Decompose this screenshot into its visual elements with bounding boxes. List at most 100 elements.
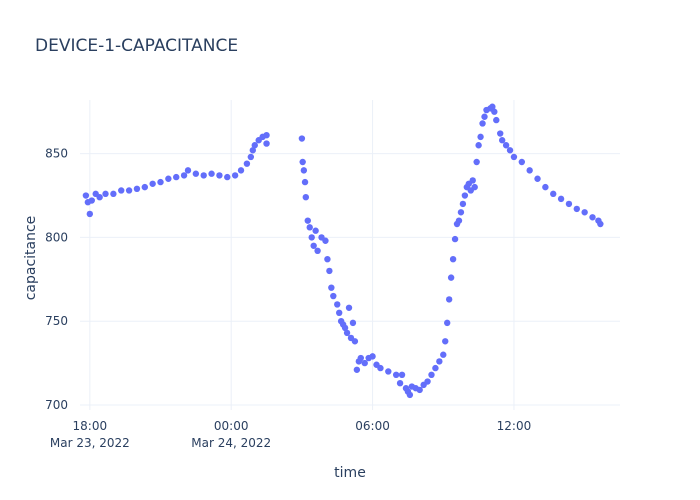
points-layer xyxy=(82,103,604,399)
data-point xyxy=(471,183,478,191)
y-axis-label: capacitance xyxy=(23,216,39,301)
data-point xyxy=(247,153,255,161)
data-point xyxy=(461,192,469,199)
data-point xyxy=(314,247,321,255)
data-point xyxy=(573,205,580,213)
data-point xyxy=(557,195,565,203)
x-tick-label: 06:00 xyxy=(355,419,390,433)
data-point xyxy=(396,379,404,387)
data-point xyxy=(157,178,164,186)
data-point xyxy=(224,173,231,181)
data-point xyxy=(237,167,245,174)
data-point xyxy=(442,338,449,345)
data-point xyxy=(192,170,200,177)
data-point xyxy=(497,130,504,137)
data-point xyxy=(322,237,329,244)
data-point xyxy=(550,190,557,198)
data-point xyxy=(141,183,148,191)
data-point xyxy=(526,167,533,174)
data-point xyxy=(361,359,368,367)
data-point xyxy=(542,183,549,191)
data-point xyxy=(299,158,306,166)
data-point xyxy=(343,329,351,337)
data-point xyxy=(96,193,103,201)
data-point xyxy=(149,180,156,187)
data-point xyxy=(469,177,476,184)
data-point xyxy=(125,187,133,194)
data-point xyxy=(330,292,337,300)
data-point xyxy=(502,142,510,149)
data-point xyxy=(173,173,180,181)
data-point xyxy=(349,319,357,327)
data-point xyxy=(86,210,94,218)
data-point xyxy=(597,220,604,228)
data-point xyxy=(341,324,349,332)
data-point xyxy=(251,142,258,149)
data-point xyxy=(351,338,359,345)
x-tick-label: 00:00 xyxy=(214,419,249,433)
data-point xyxy=(216,172,223,179)
data-point xyxy=(506,147,514,154)
data-point xyxy=(392,371,400,379)
data-point xyxy=(165,175,172,182)
data-point xyxy=(334,301,341,308)
y-tick-label: 850 xyxy=(45,147,68,161)
data-point xyxy=(88,197,95,204)
data-point xyxy=(300,167,308,174)
data-point xyxy=(424,378,431,385)
y-tick-label: 750 xyxy=(45,314,68,328)
data-point xyxy=(184,167,192,174)
data-point xyxy=(473,158,480,166)
data-point xyxy=(459,200,467,208)
data-point xyxy=(243,160,251,167)
data-point xyxy=(445,296,453,303)
data-point xyxy=(306,224,313,231)
data-point xyxy=(310,242,317,249)
data-point xyxy=(510,153,518,161)
data-point xyxy=(406,391,414,399)
data-point xyxy=(436,358,443,365)
data-point xyxy=(82,192,90,199)
data-point xyxy=(581,209,588,216)
data-point xyxy=(263,140,270,147)
data-point xyxy=(208,170,215,177)
data-point xyxy=(345,304,353,311)
data-point xyxy=(385,368,392,375)
data-point xyxy=(324,255,331,263)
data-point xyxy=(326,267,333,275)
data-point xyxy=(589,214,596,221)
data-point xyxy=(489,103,496,110)
data-point xyxy=(493,116,500,124)
data-point xyxy=(440,351,447,358)
data-point xyxy=(498,137,506,144)
data-point xyxy=(133,185,141,193)
data-point xyxy=(231,172,239,179)
data-point xyxy=(263,131,270,139)
data-point xyxy=(451,235,459,243)
data-point xyxy=(249,147,256,154)
data-point xyxy=(477,133,484,141)
data-point xyxy=(312,227,319,234)
data-point xyxy=(308,234,315,241)
data-point xyxy=(353,366,361,373)
data-point xyxy=(180,172,188,179)
data-point xyxy=(428,371,435,379)
data-point xyxy=(298,135,306,142)
data-point xyxy=(304,217,311,224)
data-point xyxy=(447,274,455,281)
x-tick-sublabel: Mar 23, 2022 xyxy=(50,436,130,450)
ticks-layer: 700 750 800 850 18:00 Mar 23, 2022 00:00 Mar 24… xyxy=(45,147,531,450)
x-tick-sublabel: Mar 24, 2022 xyxy=(191,436,271,450)
x-axis-label: time xyxy=(334,465,366,481)
data-point xyxy=(302,193,310,201)
data-point xyxy=(455,217,463,224)
data-point xyxy=(481,113,488,120)
data-point xyxy=(449,255,457,263)
data-point xyxy=(416,386,423,394)
data-point xyxy=(398,371,406,379)
data-point xyxy=(369,353,376,360)
data-point xyxy=(565,200,573,208)
y-tick-label: 700 xyxy=(45,398,68,412)
